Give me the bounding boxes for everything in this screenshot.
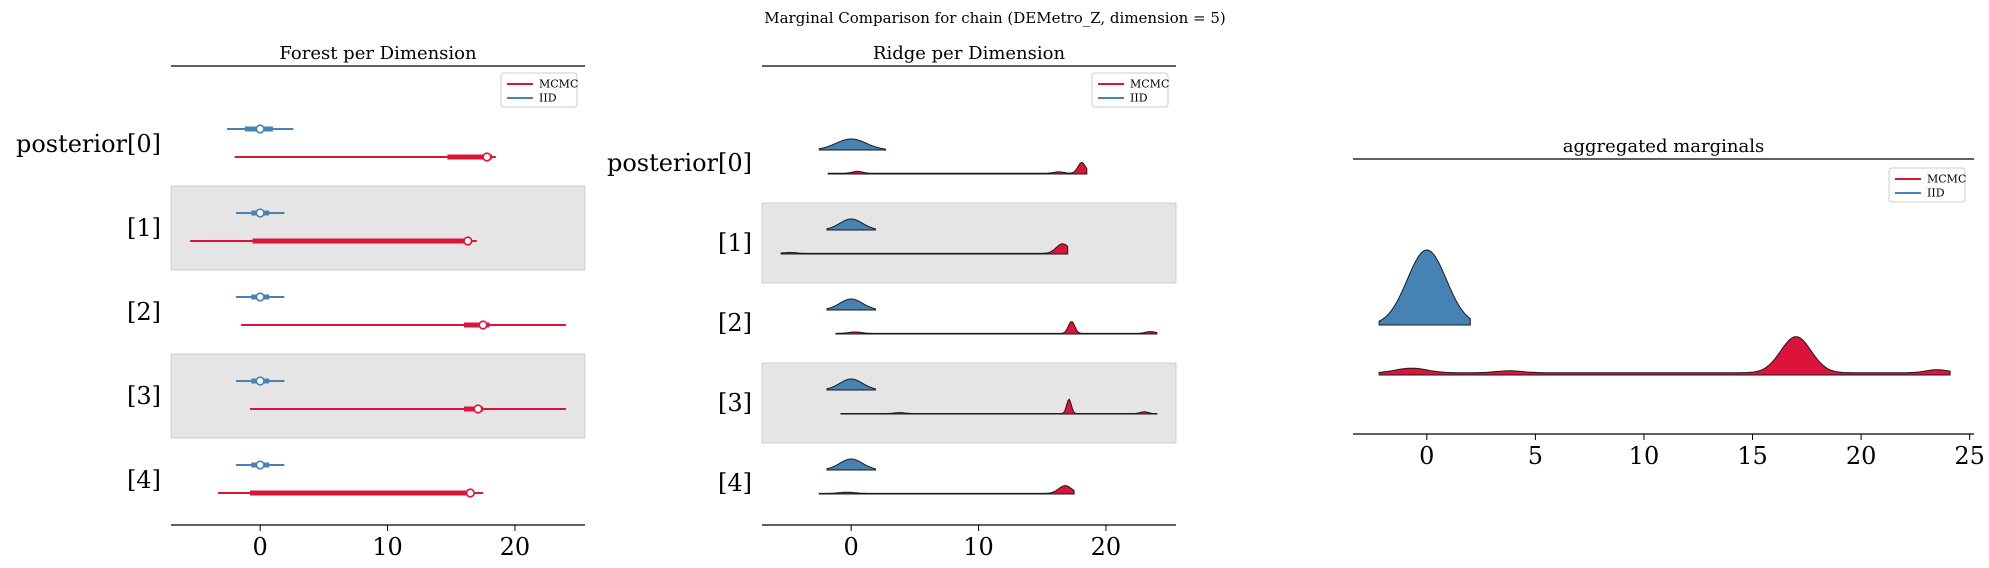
- x-tick-label: 10: [372, 533, 403, 561]
- figure-suptitle: Marginal Comparison for chain (DEMetro_Z…: [764, 9, 1226, 27]
- point-estimate-iid: [255, 460, 265, 470]
- y-category-label: [3]: [127, 382, 161, 410]
- x-tick-label: 0: [1419, 442, 1434, 470]
- row-band: [761, 362, 1177, 444]
- ridge-iid: [818, 138, 887, 151]
- x-tick-label: 5: [1528, 442, 1543, 470]
- legend-iid-label: IID: [1927, 187, 1945, 200]
- ridge-mcmc: [840, 398, 1158, 415]
- legend-iid-label: IID: [539, 92, 557, 105]
- ridge-iid: [826, 378, 876, 391]
- x-tick-label: 25: [1954, 442, 1985, 470]
- point-estimate-mcmc: [478, 320, 488, 330]
- legend-iid-label: IID: [1130, 92, 1148, 105]
- ridge-mcmc: [835, 321, 1158, 335]
- y-category-label: [4]: [127, 466, 161, 494]
- point-estimate-mcmc: [463, 236, 473, 246]
- row-band: [761, 202, 1177, 284]
- row-band: [170, 353, 586, 439]
- x-tick-label: 15: [1737, 442, 1768, 470]
- y-category-label: [2]: [718, 309, 752, 337]
- ridge-panel: posterior[0] [1] [2] [3] [4] Ridge per Dimens…: [607, 43, 1177, 561]
- y-category-label: [4]: [718, 469, 752, 497]
- panel-title: Forest per Dimension: [279, 43, 477, 64]
- row-band: [170, 185, 586, 271]
- point-estimate-mcmc: [482, 152, 492, 162]
- x-tick-label: 10: [963, 533, 994, 561]
- ridge-iid: [826, 458, 876, 471]
- point-estimate-iid: [255, 292, 265, 302]
- x-tick-label: 10: [1629, 442, 1660, 470]
- point-estimate-iid: [255, 124, 265, 134]
- y-category-label: [3]: [718, 389, 752, 417]
- point-estimate-mcmc: [465, 488, 475, 498]
- y-category-label: [1]: [127, 214, 161, 242]
- ridge-mcmc: [780, 243, 1069, 255]
- y-category-label: [1]: [718, 229, 752, 257]
- x-tick-label: 20: [1846, 442, 1877, 470]
- legend-mcmc-label: MCMC: [1130, 78, 1169, 91]
- legend-mcmc-label: MCMC: [539, 78, 578, 91]
- panel-title: aggregated marginals: [1563, 136, 1764, 157]
- x-tick-label: 20: [1091, 533, 1122, 561]
- point-estimate-iid: [255, 208, 265, 218]
- x-tick-label: 20: [500, 533, 531, 561]
- ridge-mcmc: [818, 485, 1075, 495]
- ridge-iid: [826, 298, 876, 311]
- point-estimate-mcmc: [473, 404, 483, 414]
- panel-title: Ridge per Dimension: [873, 43, 1066, 64]
- x-tick-label: 0: [253, 533, 268, 561]
- ridge-iid: [826, 218, 876, 231]
- ridge-mcmc: [827, 161, 1088, 175]
- forest-panel: posterior[0] [1] [2] [3] [4] Forest per Dimen…: [16, 43, 586, 561]
- aggregated-density-iid: [1378, 249, 1471, 326]
- y-category-label: posterior[0]: [607, 149, 752, 177]
- x-tick-label: 0: [844, 533, 859, 561]
- aggregated-density-mcmc: [1378, 336, 1951, 376]
- y-category-label: [2]: [127, 298, 161, 326]
- point-estimate-iid: [255, 376, 265, 386]
- legend-mcmc-label: MCMC: [1927, 173, 1966, 186]
- y-category-label: posterior[0]: [16, 130, 161, 158]
